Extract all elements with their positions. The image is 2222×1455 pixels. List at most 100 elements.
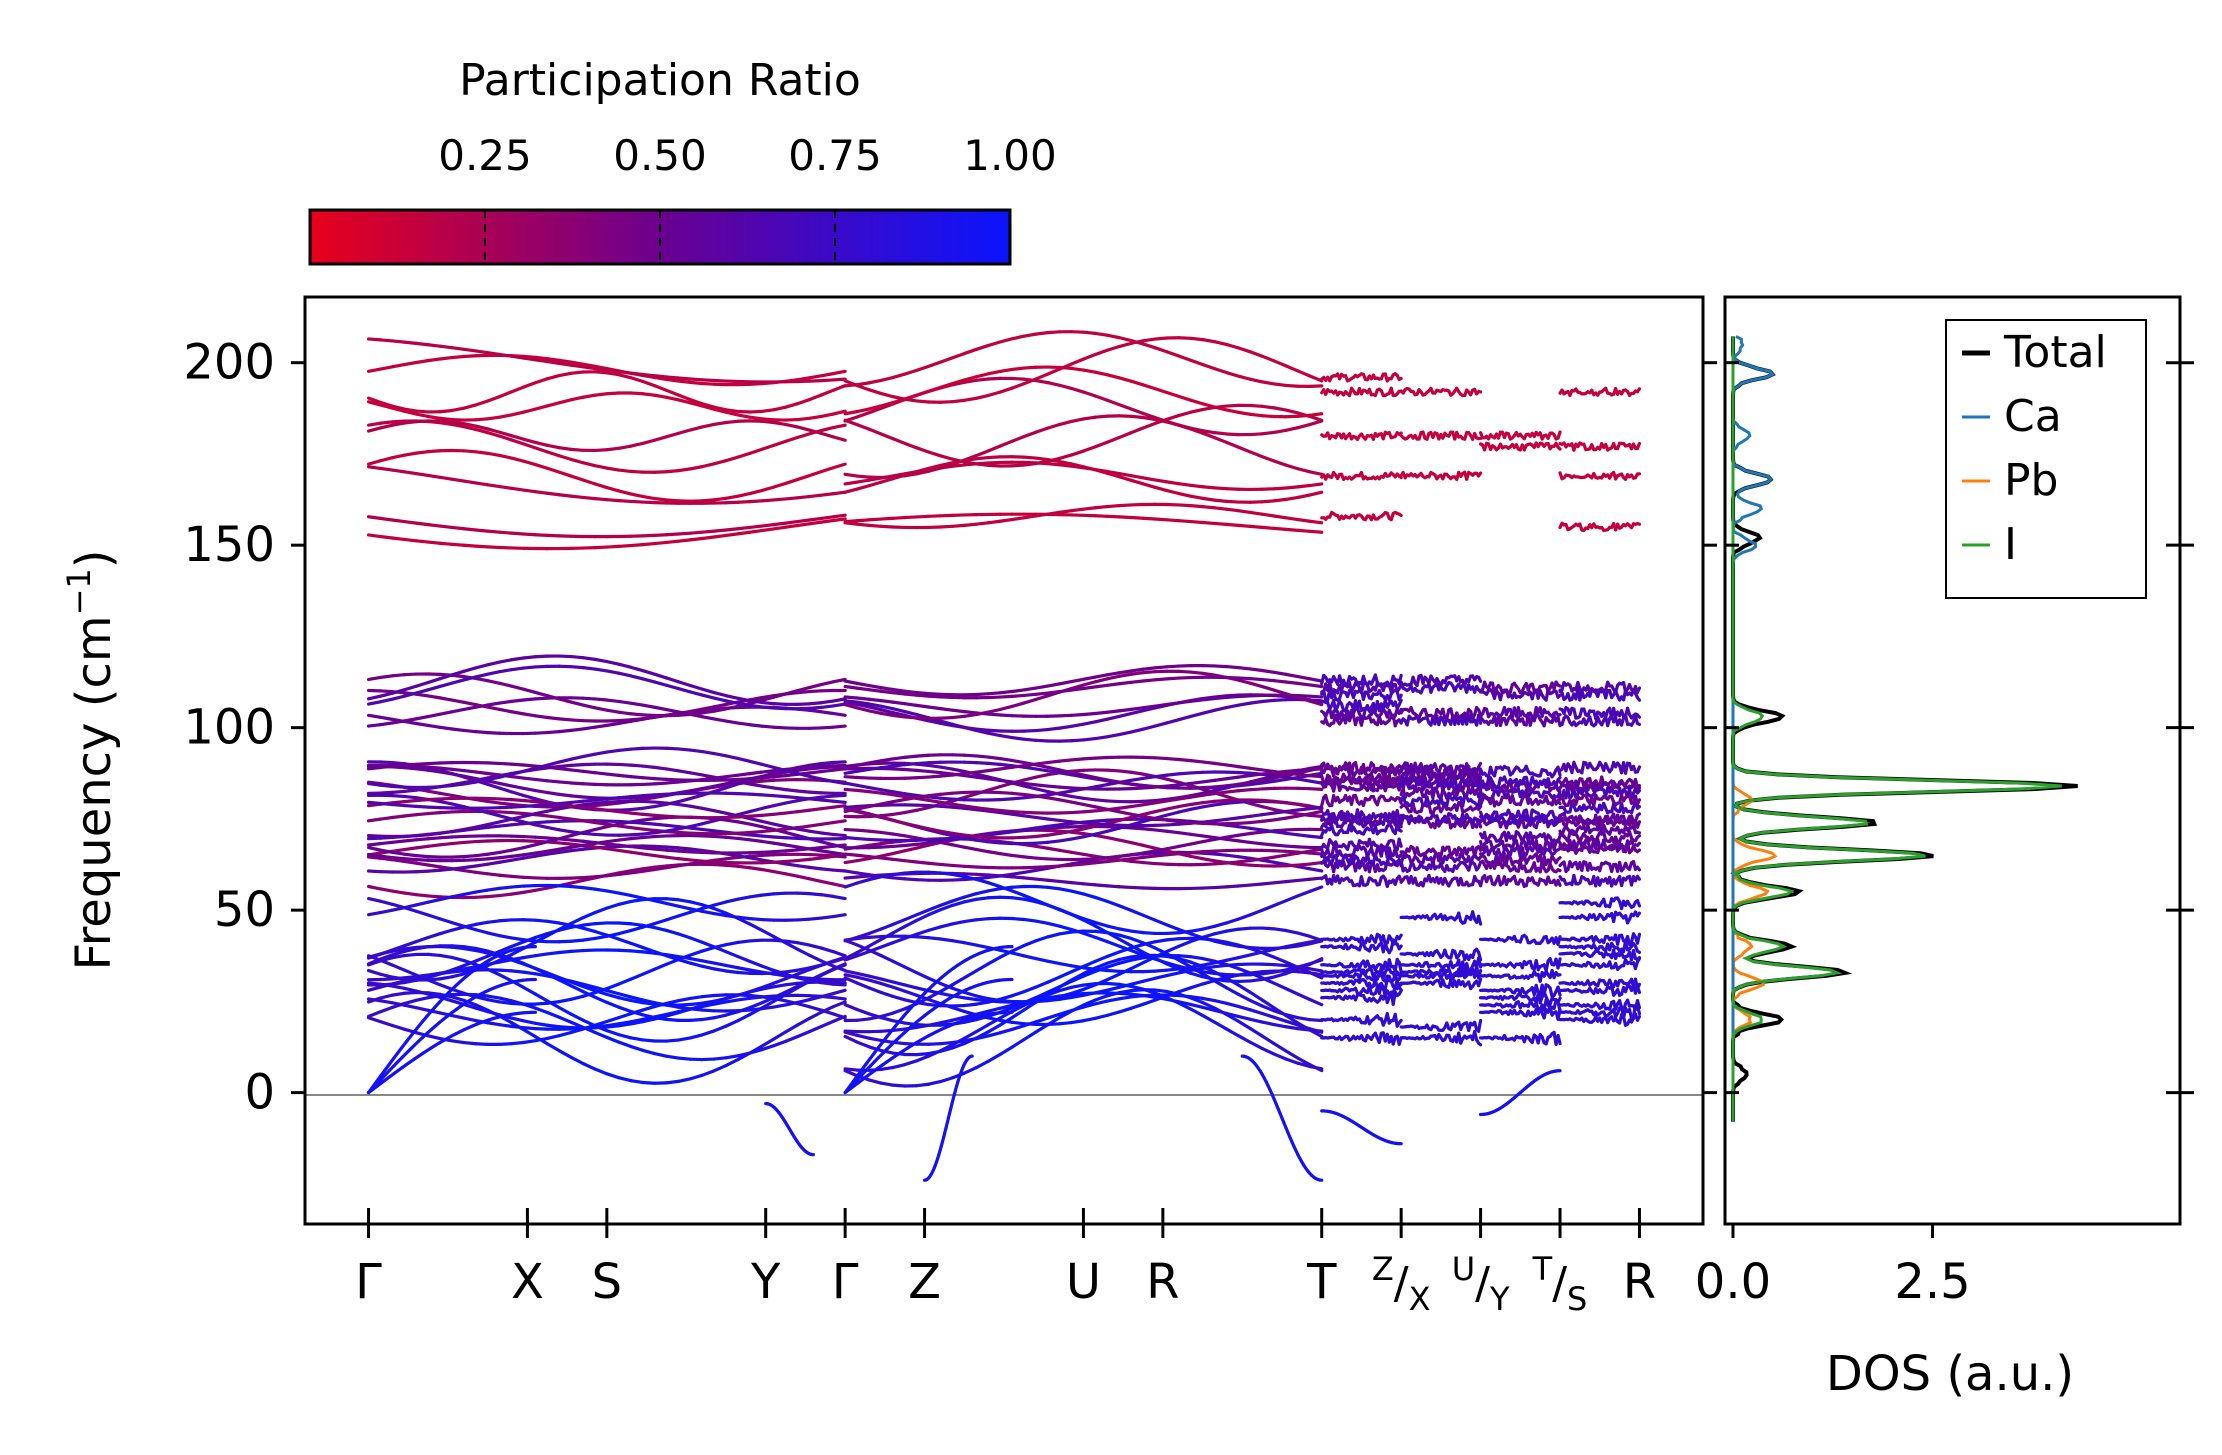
optical-band-low	[1296, 807, 1312, 812]
optical-band-mid	[664, 746, 680, 751]
acoustic-band	[1058, 995, 1074, 1001]
optical-band-high	[1284, 408, 1300, 415]
acoustic-band	[843, 1034, 859, 1044]
optical-band-mid	[688, 793, 704, 801]
optical-band-mid	[509, 698, 526, 703]
optical-band-low	[807, 877, 823, 883]
acoustic-band	[1200, 996, 1217, 1003]
optical-band-low	[843, 852, 859, 857]
acoustic-band	[938, 991, 954, 998]
acoustic-band	[772, 934, 788, 945]
optical-band-mid	[915, 703, 931, 709]
optical-band-mid	[1069, 677, 1086, 684]
optical-band-mid	[760, 705, 776, 710]
acoustic-band	[640, 922, 657, 929]
acoustic-band	[1296, 940, 1312, 946]
optical-band-high	[521, 532, 537, 537]
optical-band-low	[879, 856, 895, 861]
optical-band-low	[962, 872, 978, 876]
acoustic-band	[1177, 967, 1193, 975]
optical-band-mid	[986, 785, 1002, 792]
optical-band-low	[807, 797, 823, 802]
acoustic-band	[366, 952, 383, 960]
optical-band-low	[748, 856, 764, 862]
optical-band-high	[390, 468, 406, 474]
optical-band-low	[748, 817, 764, 823]
optical-band-mid	[903, 702, 919, 707]
optical-band-low	[1081, 821, 1097, 826]
optical-band-mid	[521, 776, 537, 782]
optical-band-low	[1308, 787, 1324, 792]
optical-band-high	[1272, 406, 1288, 412]
acoustic-band	[891, 924, 907, 935]
optical-band-low	[1284, 863, 1300, 868]
acoustic-band	[617, 921, 633, 926]
optical-band-mid	[998, 762, 1014, 768]
optical-band-low	[1189, 832, 1205, 838]
acoustic-band	[855, 931, 871, 940]
optical-band-high	[891, 395, 907, 401]
acoustic-band	[962, 941, 978, 947]
acoustic-band	[1189, 967, 1205, 974]
optical-band-low	[819, 831, 835, 837]
acoustic-band	[855, 878, 871, 885]
optical-band-high	[819, 426, 835, 433]
optical-band-low	[807, 822, 823, 828]
acoustic-band	[1177, 954, 1193, 959]
optical-band-low	[640, 821, 657, 826]
optical-band-high	[1200, 520, 1217, 526]
optical-band-mid	[1177, 781, 1193, 787]
optical-band-high	[402, 360, 418, 367]
optical-band-mid	[819, 777, 835, 784]
acoustic-band	[1189, 963, 1205, 969]
optical-band-mid	[450, 698, 466, 704]
optical-band-low	[819, 820, 835, 826]
optical-band-high	[1200, 338, 1217, 344]
optical-band-mid	[533, 763, 549, 770]
optical-band-low	[617, 819, 633, 824]
acoustic-band	[557, 1025, 573, 1030]
acoustic-band	[1260, 1034, 1276, 1046]
optical-band-mid	[1105, 674, 1121, 681]
acoustic-band	[1260, 1004, 1276, 1013]
optical-band-high	[1236, 374, 1252, 381]
acoustic-band	[843, 1069, 859, 1078]
optical-band-mid	[1058, 792, 1074, 799]
acoustic-band	[974, 917, 990, 922]
optical-band-high	[1284, 516, 1300, 522]
optical-band-mid	[986, 731, 1002, 738]
optical-band-low	[390, 889, 406, 895]
acoustic-band	[557, 1049, 573, 1059]
optical-band-low	[486, 860, 502, 866]
optical-band-mid	[509, 784, 526, 790]
optical-band-low	[760, 825, 776, 832]
optical-band-high	[486, 430, 502, 438]
optical-band-mid	[688, 787, 704, 793]
acoustic-band	[855, 943, 871, 952]
optical-band-high	[1248, 450, 1264, 459]
optical-band-mid	[1105, 768, 1121, 773]
optical-band-high	[926, 450, 943, 458]
optical-band-mid	[772, 765, 788, 773]
optical-band-high	[1284, 485, 1300, 490]
optical-band-mid	[688, 690, 704, 697]
optical-band-high	[1272, 486, 1288, 491]
optical-band-high	[426, 540, 442, 545]
optical-band-high	[772, 521, 788, 527]
optical-band-high	[1141, 421, 1157, 430]
optical-band-high	[962, 375, 978, 382]
optical-band-high	[414, 450, 430, 455]
optical-band-mid	[1069, 722, 1086, 728]
acoustic-band	[1069, 927, 1086, 935]
optical-band-high	[1141, 383, 1157, 391]
optical-band-mid	[486, 730, 502, 735]
acoustic-band	[426, 897, 442, 904]
acoustic-band	[926, 1080, 943, 1086]
optical-band-mid	[426, 694, 442, 700]
optical-band-high	[414, 419, 430, 424]
optical-band-high	[1129, 379, 1145, 387]
optical-band-mid	[1165, 783, 1181, 788]
optical-band-mid	[807, 708, 823, 714]
optical-band-mid	[1046, 690, 1062, 695]
